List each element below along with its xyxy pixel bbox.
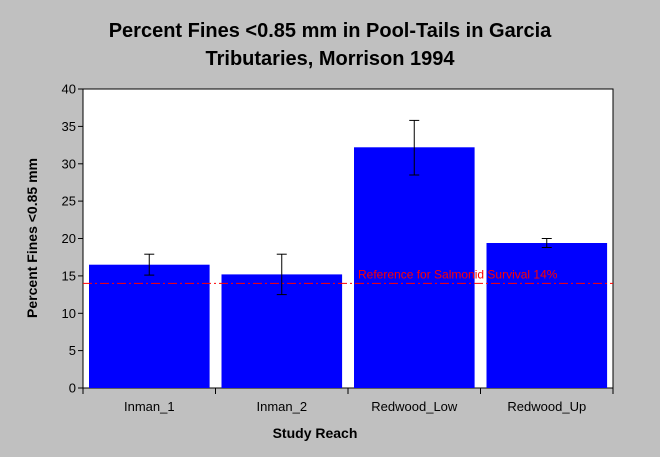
y-tick-label: 10 bbox=[62, 306, 76, 321]
reference-line-label: Reference for Salmonid Survival 14% bbox=[358, 267, 558, 281]
chart-title-line-2: Tributaries, Morrison 1994 bbox=[206, 48, 456, 70]
reference-layer: Reference for Salmonid Survival 14% bbox=[83, 267, 613, 284]
error-bar-redwood-low bbox=[409, 119, 420, 176]
bar-redwood-low bbox=[354, 147, 475, 388]
y-tick-label: 0 bbox=[69, 381, 76, 396]
x-axis-title: Study Reach bbox=[273, 425, 358, 441]
x-axis: Inman_1 Inman_2 Redwood_Low Redwood_Up bbox=[82, 388, 614, 414]
y-tick-label: 35 bbox=[62, 119, 76, 134]
y-tick-label: 20 bbox=[62, 231, 76, 246]
y-tick-label: 40 bbox=[62, 82, 76, 97]
error-bar-inman-1 bbox=[144, 253, 155, 276]
error-bars-layer bbox=[144, 119, 552, 296]
y-tick-label: 30 bbox=[62, 156, 76, 171]
x-tick-label-redwood-up: Redwood_Up bbox=[507, 399, 586, 414]
y-axis-title: Percent Fines <0.85 mm bbox=[24, 158, 40, 318]
bars-layer bbox=[89, 147, 608, 388]
bar-redwood-up bbox=[486, 243, 608, 388]
y-axis: 0 5 10 15 20 25 30 35 40 bbox=[62, 82, 83, 396]
bar-inman-1 bbox=[89, 264, 210, 388]
x-tick-label-redwood-low: Redwood_Low bbox=[371, 399, 458, 414]
x-tick-label-inman-1: Inman_1 bbox=[124, 399, 175, 414]
x-tick-label-inman-2: Inman_2 bbox=[257, 399, 308, 414]
y-tick-label: 25 bbox=[62, 194, 76, 209]
y-tick-label: 15 bbox=[62, 268, 76, 283]
chart-title-line-1: Percent Fines <0.85 mm in Pool-Tails in … bbox=[109, 20, 552, 42]
y-tick-label: 5 bbox=[69, 343, 76, 358]
error-bar-redwood-up bbox=[541, 238, 552, 248]
error-bar-inman-2 bbox=[276, 253, 287, 296]
